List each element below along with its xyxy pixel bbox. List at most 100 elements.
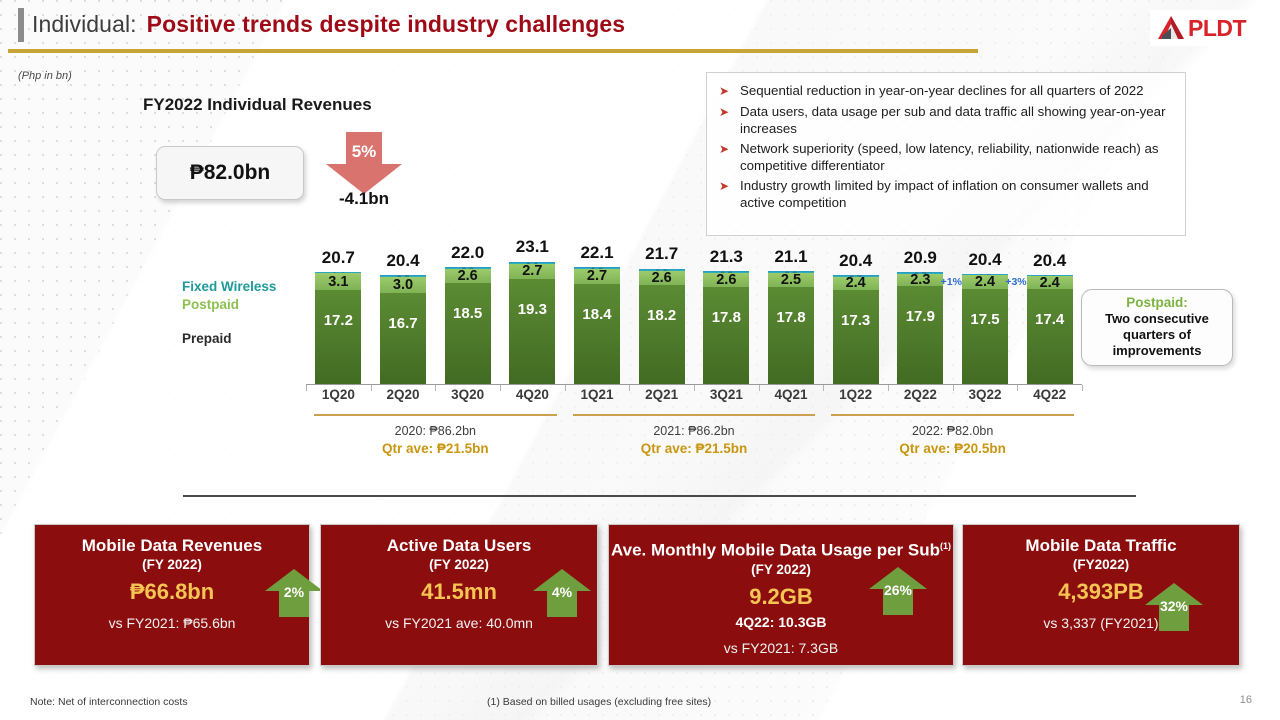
bar-segment-prepaid: 17.5 <box>962 288 1008 384</box>
callout-line-2: quarters of <box>1123 327 1191 342</box>
footnote-left: Note: Net of interconnection costs <box>30 696 188 708</box>
chart-title: FY2022 Individual Revenues <box>143 95 372 114</box>
axis-label: 4Q20 <box>515 387 549 402</box>
chart-axis-labels: 1Q20 2Q20 3Q20 4Q20 1Q21 2Q21 3Q21 4Q21 1Q22 2Q22… <box>306 385 1083 405</box>
legend-item-postpaid: Postpaid <box>182 297 240 312</box>
kpi-card-extra: 4Q22: 10.3GB <box>735 613 827 630</box>
axis-label: 4Q22 <box>1033 387 1067 402</box>
revenue-value-box: ₱82.0bn <box>156 146 304 200</box>
axis-tick <box>500 385 501 391</box>
axis-tick <box>435 385 437 391</box>
bullet-text: Sequential reduction in year-on-year dec… <box>740 83 1144 98</box>
bar-total-label: 23.1 <box>515 237 549 257</box>
arrow-bullet-icon: ➤ <box>719 179 730 193</box>
kpi-card-period: (FY 2022) <box>429 557 489 572</box>
legend-item-fixed-wireless: Fixed Wireless <box>182 279 277 294</box>
year-summary-group: 2020: ₱86.2bn Qtr ave: ₱21.5bn <box>314 414 557 456</box>
bar-segment-label-prepaid: 17.4 <box>1035 311 1065 329</box>
bar-column: 20.40.52.417.5 <box>962 250 1008 384</box>
kpi-card-comparison: vs FY2021: ₱65.6bn <box>108 615 236 631</box>
bar-segment-label-postpaid: 2.4 <box>974 274 996 290</box>
bar-total-label: 20.4 <box>386 250 420 270</box>
bullet-text: Data users, data usage per sub and data … <box>740 104 1166 136</box>
bullet-item: ➤ Data users, data usage per sub and dat… <box>719 103 1175 137</box>
axis-tick <box>1017 385 1019 391</box>
axis-tick <box>694 385 695 391</box>
axis-label: 3Q22 <box>968 387 1002 402</box>
axis-tick <box>564 385 566 391</box>
bullet-item: ➤ Network superiority (speed, low latenc… <box>719 140 1175 174</box>
bar-segment-label-postpaid: 2.6 <box>457 268 478 284</box>
bar-segment-label-postpaid: 2.6 <box>716 271 737 288</box>
kpi-change-percent: 2% <box>283 584 305 600</box>
axis-tick <box>1082 385 1083 391</box>
axis-tick <box>758 385 760 391</box>
bar-segment-label-prepaid: 19.3 <box>517 300 547 318</box>
kpi-card: Active Data Users (FY 2022) 41.5mn vs FY202… <box>320 524 598 666</box>
axis-label: 1Q20 <box>321 387 355 402</box>
kpi-card-title: Mobile Data Revenues <box>81 536 263 555</box>
kpi-title-superscript: (1) <box>940 541 952 551</box>
bullet-text: Industry growth limited by impact of inf… <box>740 178 1149 210</box>
kpi-change-percent: 32% <box>1159 598 1189 614</box>
year-total-label: 2020: ₱86.2bn <box>394 424 476 438</box>
kpi-card-period: (FY2022) <box>1072 557 1130 572</box>
header-accent-bar <box>18 8 24 42</box>
bar-segment-label-prepaid: 17.3 <box>841 311 871 329</box>
year-total-label: 2022: ₱82.0bn <box>911 424 994 438</box>
bar-segment-label-prepaid: 18.5 <box>453 305 483 323</box>
year-summary-group: 2021: ₱86.2bn Qtr ave: ₱21.5bn <box>572 414 816 456</box>
bar-total-label: 21.3 <box>709 246 743 266</box>
bar-segment-postpaid: 2.4 <box>1026 275 1073 291</box>
bar-total-label: 20.4 <box>968 250 1002 270</box>
bar-segment-prepaid: 17.8 <box>768 286 814 384</box>
kpi-change-percent: 4% <box>551 584 573 600</box>
stacked-bar-chart: 20.70.43.117.220.40.73.016.722.00.92.618… <box>306 237 1082 384</box>
bar-segment-prepaid: 18.4 <box>574 283 620 384</box>
postpaid-callout: Postpaid: Two consecutive quarters of im… <box>1081 289 1233 366</box>
bar-total-label: 20.4 <box>839 250 873 270</box>
bar-total-label: 20.9 <box>903 248 937 268</box>
bar-segment-prepaid: 17.4 <box>1026 289 1073 384</box>
axis-tick <box>823 385 825 391</box>
bar-total-label: 20.7 <box>321 248 355 268</box>
bar-column: 22.11.02.718.4 <box>574 243 620 384</box>
bar-segment-label-postpaid: 2.3 <box>910 272 931 289</box>
kpi-card-value: ₱66.8bn <box>129 579 215 604</box>
kpi-card: Mobile Data Traffic (FY2022) 4,393PB vs 3,3… <box>962 524 1240 666</box>
bar-segment-label-prepaid: 16.7 <box>388 314 418 332</box>
growth-tag: +1% <box>940 276 962 288</box>
kpi-card-comparison: vs 3,337 (FY2021) <box>1043 615 1159 631</box>
bar-segment-label-prepaid: 17.8 <box>711 308 741 326</box>
kpi-change-percent: 26% <box>883 582 913 598</box>
year-quarter-average-label: Qtr ave: ₱21.5bn <box>382 441 489 456</box>
kpi-up-arrow-icon: 32% <box>1143 583 1205 631</box>
bar-total-label: 21.7 <box>645 244 679 264</box>
bar-column: 22.00.92.618.5 <box>444 243 491 384</box>
year-total-label: 2021: ₱86.2bn <box>653 424 735 438</box>
slide-header: Individual: Positive trends despite indu… <box>0 0 1280 62</box>
kpi-card-value: 4,393PB <box>1058 579 1144 604</box>
kpi-card-title: Ave. Monthly Mobile Data Usage per Sub(1… <box>610 540 952 560</box>
chart-axis-line <box>306 384 1082 385</box>
bar-segment-label-prepaid: 17.2 <box>323 312 353 330</box>
bar-segment-label-postpaid: 2.5 <box>780 272 802 289</box>
bar-segment-prepaid: 16.7 <box>380 292 426 384</box>
bar-segment-postpaid: 2.3 <box>897 272 944 289</box>
bar-segment-prepaid: 18.5 <box>444 283 491 384</box>
bar-segment-prepaid: 17.9 <box>897 286 944 384</box>
revenue-change-pct: 5% <box>351 142 377 161</box>
kpi-card-comparison: vs FY2021 ave: 40.0mn <box>385 615 533 631</box>
year-range-bar <box>831 414 1074 416</box>
bar-segment-label-postpaid: 2.4 <box>845 275 866 292</box>
pldt-logo: PLDT <box>1150 10 1268 46</box>
callout-line-3: improvements <box>1112 343 1202 358</box>
bar-segment-postpaid: 2.4 <box>962 274 1008 290</box>
bar-segment-postpaid: 2.4 <box>832 275 879 292</box>
title-main: Positive trends despite industry challen… <box>146 11 626 37</box>
bar-segment-prepaid: 17.2 <box>315 290 362 384</box>
axis-label: 2Q21 <box>645 387 679 402</box>
year-range-bar <box>572 414 816 416</box>
bar-column: 20.40.73.016.7 <box>380 251 426 384</box>
pldt-logo-text: PLDT <box>1188 14 1247 41</box>
